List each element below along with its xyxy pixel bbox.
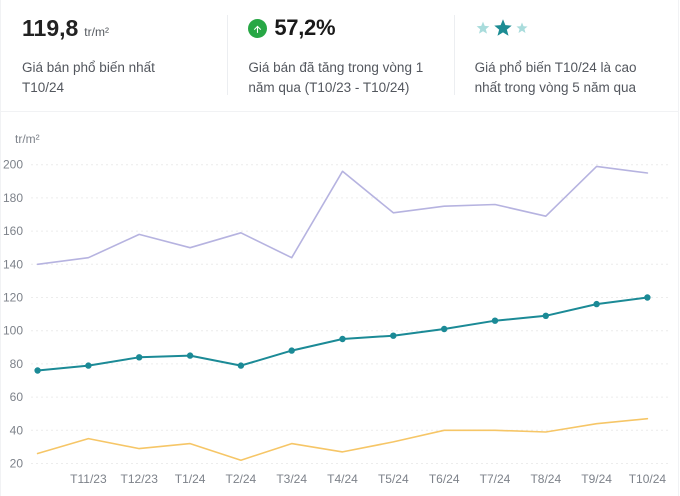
svg-text:T1/24: T1/24 [175, 472, 206, 486]
svg-text:140: 140 [3, 257, 23, 271]
svg-text:60: 60 [10, 390, 24, 404]
svg-text:40: 40 [10, 423, 24, 437]
svg-text:T7/24: T7/24 [480, 472, 511, 486]
svg-text:T3/24: T3/24 [276, 472, 307, 486]
svg-text:180: 180 [3, 191, 23, 205]
svg-text:160: 160 [3, 224, 23, 238]
svg-text:T2/24: T2/24 [226, 472, 257, 486]
svg-text:T4/24: T4/24 [327, 472, 358, 486]
svg-text:T5/24: T5/24 [378, 472, 409, 486]
svg-text:T12/23: T12/23 [121, 472, 159, 486]
svg-text:200: 200 [3, 158, 23, 172]
svg-text:80: 80 [10, 357, 24, 371]
svg-text:20: 20 [10, 457, 24, 471]
svg-text:T11/23: T11/23 [70, 472, 107, 486]
svg-text:T9/24: T9/24 [581, 472, 612, 486]
svg-text:T8/24: T8/24 [530, 472, 561, 486]
svg-text:100: 100 [3, 324, 23, 338]
svg-text:T6/24: T6/24 [429, 472, 460, 486]
svg-text:120: 120 [3, 291, 23, 305]
svg-text:T10/24: T10/24 [629, 472, 667, 486]
